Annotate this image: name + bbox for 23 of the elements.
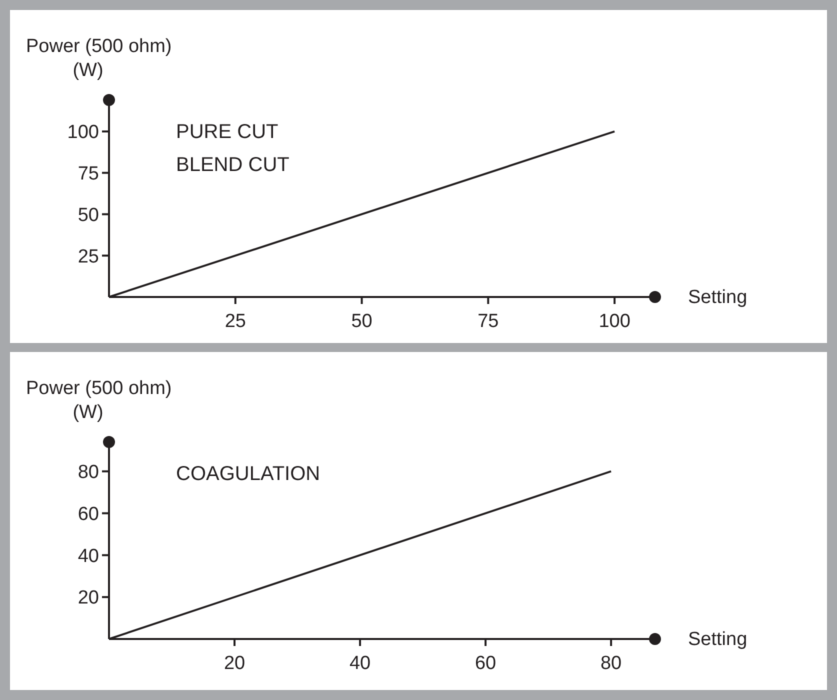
x-tick-label: 50 [351,311,372,332]
annotation: PURE CUT [176,121,278,143]
y-tick-label: 40 [78,546,99,567]
x-tick-label: 80 [600,653,622,674]
x-tick-label: 20 [224,653,246,674]
y-tick-label: 100 [67,122,99,144]
x-tick-label: 40 [349,653,371,674]
annotation: COAGULATION [176,463,320,485]
x-tick-label: 75 [478,311,499,332]
y-tick-label: 25 [78,246,99,268]
annotation: BLEND CUT [176,154,290,176]
y-tick-label: 80 [78,462,99,483]
x-tick-label: 100 [598,311,630,332]
y-tick-label: 75 [78,163,99,184]
y-axis-title: Power (500 ohm) (W) [26,378,172,423]
x-axis-title: Setting [688,287,748,308]
y-axis-title: Power (500 ohm) (W) [26,36,172,81]
x-axis-title: Setting [688,629,748,650]
y-tick-label: 50 [78,204,99,226]
y-tick-label: 60 [78,504,99,525]
x-tick-label: 25 [224,311,246,332]
y-tick-label: 20 [78,588,99,609]
x-tick-label: 60 [474,653,496,674]
